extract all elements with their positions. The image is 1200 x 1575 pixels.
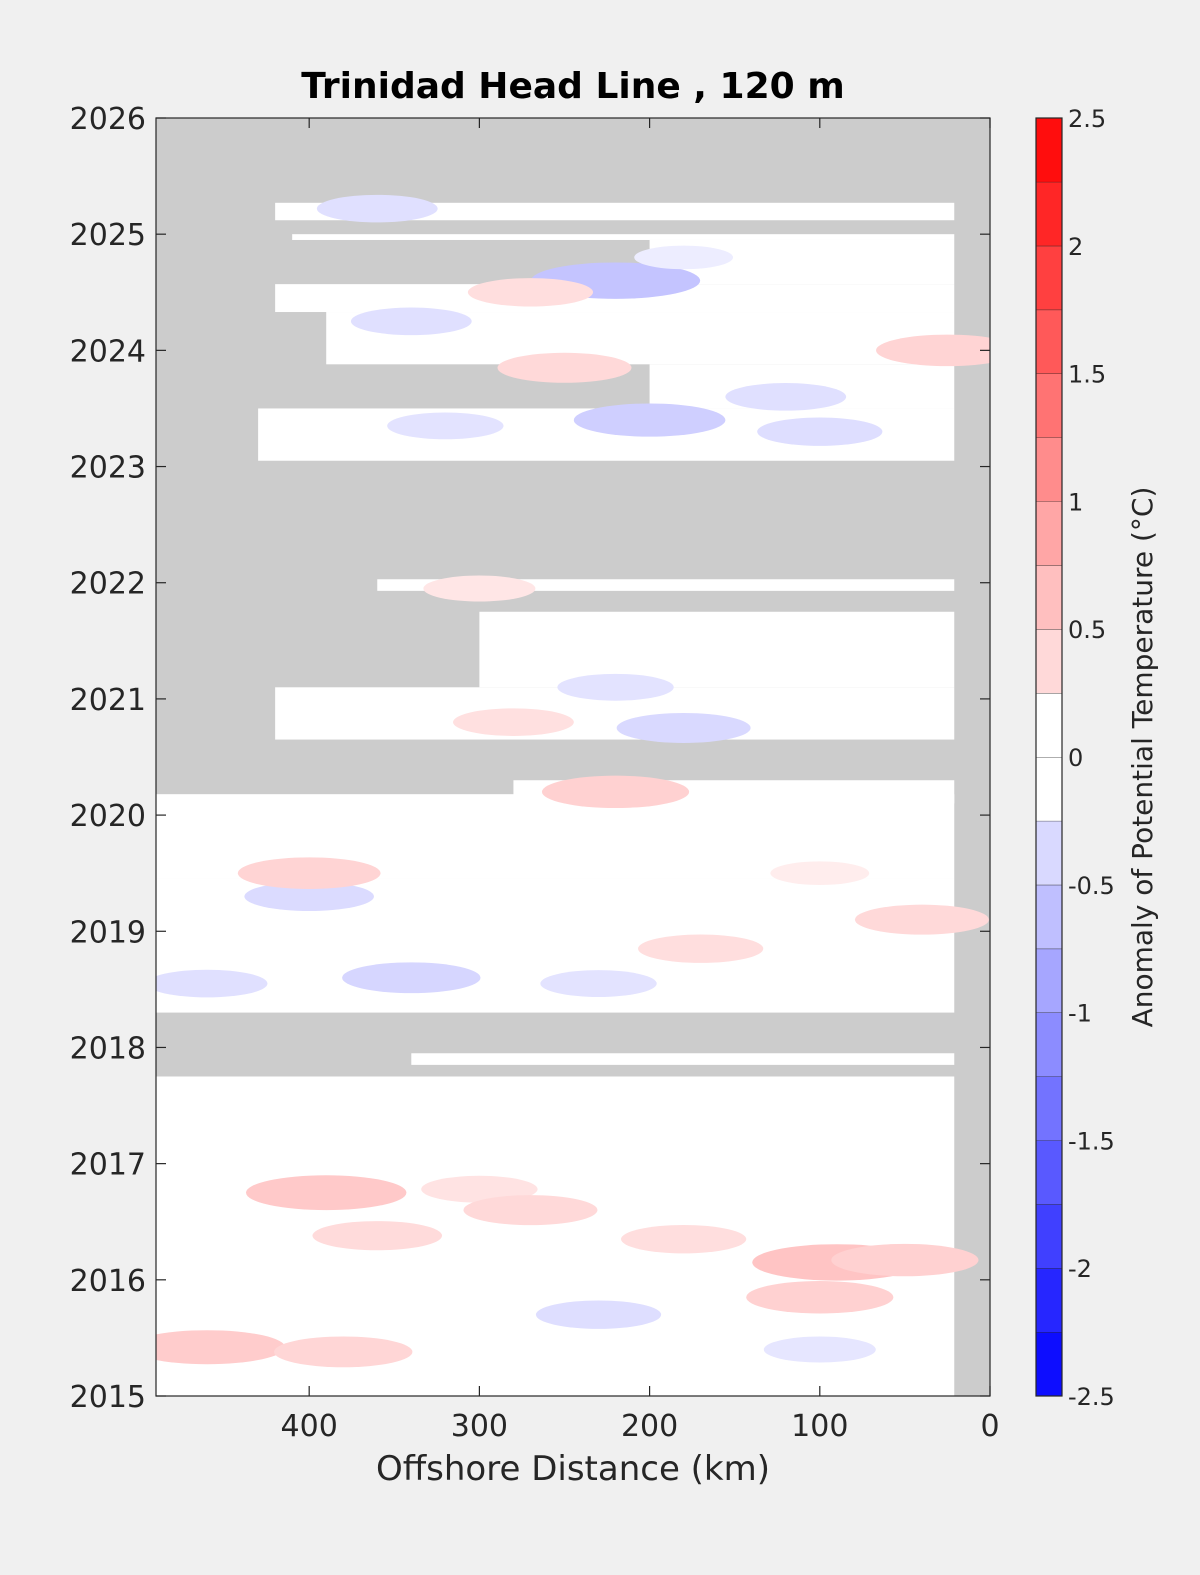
anomaly-contour: [541, 775, 690, 809]
colorbar-tick-label: -1: [1068, 1000, 1092, 1028]
anomaly-contour: [535, 1300, 662, 1329]
y-tick-label: 2023: [70, 451, 146, 486]
data-coverage-band: [292, 234, 955, 240]
data-coverage-band: [411, 1053, 955, 1065]
y-tick-label: 2020: [70, 799, 146, 834]
anomaly-contour: [274, 1336, 413, 1368]
anomaly-contour: [463, 1195, 598, 1226]
data-coverage-band: [377, 579, 955, 591]
colorbar-tick-label: -0.5: [1068, 872, 1115, 900]
y-tick-label: 2025: [70, 218, 146, 253]
colorbar-segment: [1036, 245, 1062, 310]
colorbar-segment: [1036, 437, 1062, 502]
x-tick-label: 300: [451, 1409, 508, 1444]
anomaly-contour: [540, 970, 657, 997]
colorbar-segment: [1036, 118, 1062, 182]
anomaly-contour: [467, 278, 594, 307]
colorbar-segment: [1036, 1012, 1062, 1077]
colorbar-tick-label: -2: [1068, 1255, 1092, 1283]
anomaly-contour: [312, 1221, 443, 1251]
anomaly-contour: [316, 194, 438, 223]
anomaly-contour: [387, 412, 504, 440]
colorbar-segment: [1036, 501, 1062, 566]
colorbar-segment: [1036, 820, 1062, 885]
colorbar-tick-label: 2: [1068, 233, 1083, 261]
colorbar: [1035, 117, 1063, 1397]
anomaly-contour: [831, 1243, 979, 1277]
anomaly-contour: [497, 352, 632, 383]
anomaly-contour: [634, 245, 734, 270]
anomaly-contour: [421, 1175, 538, 1203]
colorbar-segment: [1036, 884, 1062, 949]
colorbar-segment: [1036, 1268, 1062, 1333]
colorbar-ticks: 2.5 2 1.5 1 0.5 0 -0.5 -1 -1.5 -2 -2.5: [1068, 105, 1115, 1411]
colorbar-tick-label: 0.5: [1068, 616, 1106, 644]
colorbar-tick-label: 2.5: [1068, 105, 1106, 133]
y-tick-label: 2024: [70, 334, 146, 369]
anomaly-contour: [244, 881, 374, 912]
colorbar-segment: [1036, 565, 1062, 630]
y-tick-label: 2022: [70, 567, 146, 602]
chart-title: Trinidad Head Line , 120 m: [301, 66, 844, 107]
x-tick-label: 200: [621, 1409, 678, 1444]
x-axis-label: Offshore Distance (km): [376, 1449, 770, 1489]
colorbar-segment: [1036, 309, 1062, 374]
anomaly-contour: [156, 969, 268, 998]
colorbar-tick-label: 1: [1068, 488, 1083, 516]
colorbar-segment: [1036, 629, 1062, 694]
colorbar-frame: [1035, 117, 1063, 1397]
colorbar-tick-label: 1.5: [1068, 361, 1106, 389]
colorbar-tick-label: -1.5: [1068, 1127, 1115, 1155]
y-tick-label: 2026: [70, 102, 146, 137]
anomaly-contour: [423, 575, 536, 602]
anomaly-contour: [342, 962, 481, 994]
anomaly-contour: [746, 1281, 894, 1314]
anomaly-contour: [156, 1330, 286, 1365]
y-axis: 2015 2016 2017 2018 2019 2020 2021 2022 2023 2024…: [70, 102, 990, 1415]
anomaly-contour: [350, 307, 472, 336]
y-tick-label: 2018: [70, 1031, 146, 1066]
colorbar-tick-label: 0: [1068, 744, 1083, 772]
x-tick-label: 400: [281, 1409, 338, 1444]
anomaly-field-layer: [156, 194, 990, 1368]
colorbar-tick-label: -2.5: [1068, 1383, 1115, 1411]
anomaly-contour: [638, 934, 764, 963]
colorbar-segment: [1036, 757, 1062, 821]
anomaly-contour: [573, 403, 726, 437]
colorbar-segment: [1036, 1140, 1062, 1205]
anomaly-contour: [616, 712, 751, 743]
colorbar-segment: [1036, 1076, 1062, 1141]
y-tick-label: 2016: [70, 1264, 146, 1299]
x-tick-label: 0: [980, 1409, 999, 1444]
x-tick-label: 100: [791, 1409, 848, 1444]
colorbar-segment: [1036, 693, 1062, 757]
anomaly-contour: [757, 417, 883, 446]
anomaly-contour: [854, 904, 989, 935]
anomaly-contour: [763, 1336, 876, 1363]
colorbar-segment: [1036, 1332, 1062, 1396]
data-coverage-band: [479, 611, 955, 688]
anomaly-contour: [453, 708, 574, 736]
colorbar-label: Anomaly of Potential Temperature (°C): [1126, 487, 1159, 1028]
colorbar-segment: [1036, 373, 1062, 438]
anomaly-contour: [621, 1224, 747, 1254]
x-axis: 400 300 200 100 0: [281, 118, 1000, 1444]
data-coverage-band: [275, 202, 955, 221]
plot-frame: [155, 117, 991, 1397]
anomaly-contour: [725, 383, 847, 411]
colorbar-segment: [1036, 1204, 1062, 1269]
anomaly-contour: [876, 334, 990, 367]
y-tick-label: 2015: [70, 1380, 146, 1415]
colorbar-segment: [1036, 181, 1062, 246]
y-tick-label: 2017: [70, 1148, 146, 1183]
y-tick-label: 2019: [70, 915, 146, 950]
colorbar-segment: [1036, 948, 1062, 1013]
anomaly-contour: [770, 861, 870, 885]
anomaly-contour: [557, 673, 674, 701]
anomaly-contour: [246, 1175, 407, 1211]
anomaly-contour: [237, 857, 381, 889]
y-tick-label: 2021: [70, 683, 146, 718]
